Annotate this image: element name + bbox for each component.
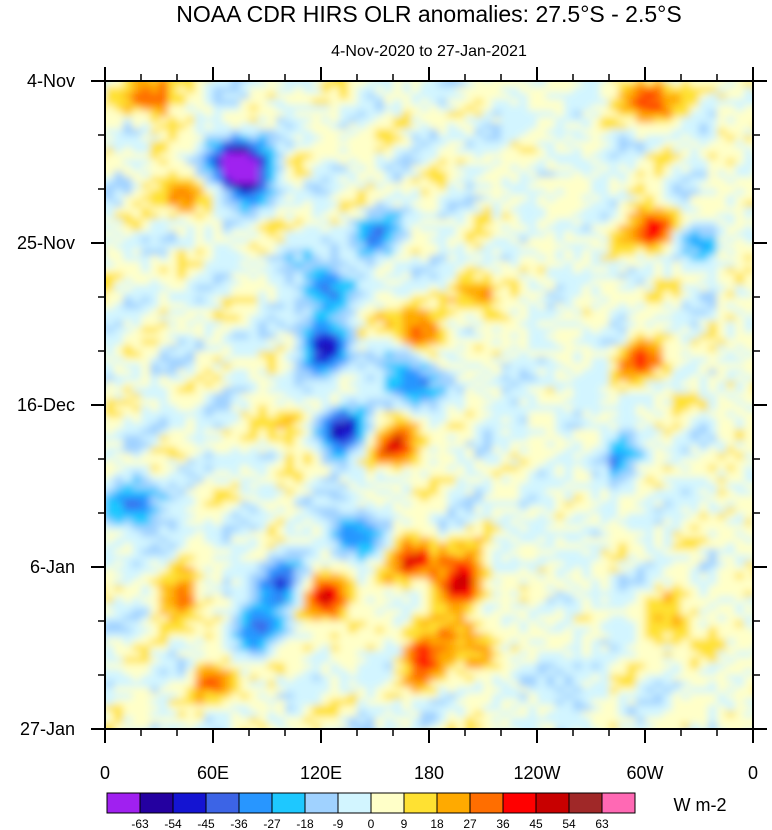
colorbar-swatch	[106, 792, 141, 814]
colorbar-swatch	[205, 792, 240, 814]
anomaly-cells	[105, 81, 753, 729]
colorbar-swatch	[535, 792, 570, 814]
x-tick-label: 0	[100, 763, 110, 783]
colorbar-swatch	[172, 792, 207, 814]
y-tick-label: 6-Jan	[30, 557, 75, 577]
colorbar-label: 18	[430, 817, 444, 830]
colorbar-label: 36	[496, 817, 510, 830]
colorbar-label: -27	[263, 817, 281, 830]
colorbar-swatch	[304, 792, 339, 814]
colorbar-label: 54	[562, 817, 576, 830]
y-tick-label: 16-Dec	[17, 395, 75, 415]
x-tick-label: 120E	[300, 763, 342, 783]
colorbar-swatch	[271, 792, 306, 814]
anomaly-field	[105, 81, 753, 729]
colorbar-units: W m-2	[674, 795, 727, 815]
chart-title: NOAA CDR HIRS OLR anomalies: 27.5°S - 2.…	[176, 1, 681, 27]
x-tick-label: 0	[748, 763, 758, 783]
colorbar-swatch	[370, 792, 405, 814]
y-tick-label: 25-Nov	[17, 233, 75, 253]
colorbar-swatch	[469, 792, 504, 814]
colorbar-label: 0	[368, 817, 375, 830]
colorbar-label: 9	[401, 817, 408, 830]
colorbar-swatch	[139, 792, 174, 814]
colorbar-label: -63	[131, 817, 149, 830]
x-axis: 0 60E 120E 180 120W 60W 0	[100, 67, 758, 783]
colorbar-swatch	[502, 792, 537, 814]
colorbar-label: 63	[595, 817, 609, 830]
colorbar-swatch	[436, 792, 471, 814]
x-tick-label: 120W	[513, 763, 560, 783]
colorbar-swatch	[337, 792, 372, 814]
x-tick-label: 60W	[626, 763, 663, 783]
colorbar-label: -54	[164, 817, 182, 830]
colorbar-swatch	[238, 792, 273, 814]
y-axis: 4-Nov 25-Nov 16-Dec 6-Jan 27-Jan	[17, 71, 767, 739]
colorbar-swatch	[568, 792, 603, 814]
x-tick-label: 180	[414, 763, 444, 783]
colorbar-label: -45	[197, 817, 215, 830]
colorbar: -63 -54 -45 -36 -27 -18 -9 0 9 18 27 36 45 54 63	[106, 792, 636, 830]
colorbar-label: 45	[529, 817, 543, 830]
colorbar-label: -36	[230, 817, 248, 830]
colorbar-label: -9	[333, 817, 344, 830]
x-tick-label: 60E	[197, 763, 229, 783]
colorbar-swatch	[403, 792, 438, 814]
y-tick-label: 4-Nov	[27, 71, 75, 91]
colorbar-swatch	[601, 792, 636, 814]
colorbar-label: 27	[463, 817, 477, 830]
chart-subtitle: 4-Nov-2020 to 27-Jan-2021	[331, 43, 527, 60]
y-tick-label: 27-Jan	[20, 719, 75, 739]
colorbar-label: -18	[296, 817, 314, 830]
